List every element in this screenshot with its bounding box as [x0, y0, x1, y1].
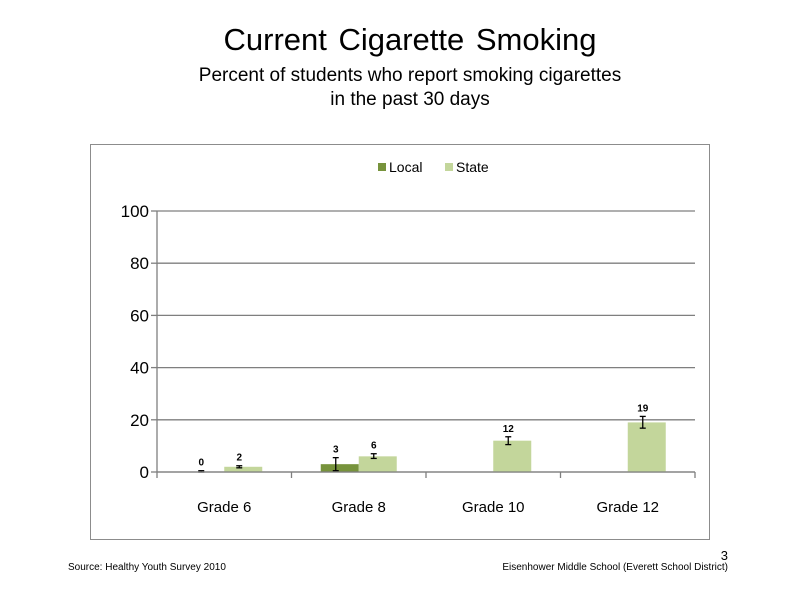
data-label: 0: [198, 458, 204, 469]
y-tick-label: 60: [130, 306, 149, 325]
bar-local: [320, 464, 359, 472]
data-label: 2: [236, 453, 242, 464]
bar-state: [224, 466, 263, 472]
footer-school: Eisenhower Middle School (Everett School…: [502, 562, 728, 573]
slide-title: Current Cigarette Smoking: [223, 22, 597, 57]
legend-label-state: State: [456, 159, 489, 175]
slide-number: 3: [720, 548, 728, 563]
legend-label-local: Local: [389, 159, 422, 175]
data-label: 6: [371, 441, 377, 452]
y-tick-label: 80: [130, 254, 149, 273]
y-tick-label: 40: [130, 359, 149, 378]
data-label: 19: [637, 403, 649, 414]
bar-chart: 0 20 40 60 80 100 0 2 Grade 6 3 6 Grade 8 12 Grade 10…: [121, 159, 696, 516]
x-category-label: Grade 8: [332, 499, 386, 516]
x-category-label: Grade 10: [462, 499, 525, 516]
y-tick-label: 100: [121, 202, 149, 221]
y-tick-label: 0: [140, 463, 149, 482]
data-label: 3: [333, 445, 339, 456]
y-tick-label: 20: [130, 411, 149, 430]
legend-swatch-local: [378, 163, 386, 171]
chart-frame: 0 20 40 60 80 100 0 2 Grade 6 3 6 Grade 8 12 Grade 10…: [90, 144, 710, 540]
x-category-label: Grade 12: [596, 499, 659, 516]
bar-state: [627, 422, 666, 472]
x-category-label: Grade 6: [197, 499, 251, 516]
footer-source: Source: Healthy Youth Survey 2010: [68, 562, 226, 573]
bar-state: [358, 456, 397, 472]
slide-subtitle-line-1: Percent of students who report smoking c…: [198, 65, 622, 86]
data-label: 12: [503, 424, 515, 435]
bar-state: [493, 440, 532, 472]
legend-swatch-state: [445, 163, 453, 171]
slide-subtitle-line-2: in the past 30 days: [330, 89, 490, 110]
